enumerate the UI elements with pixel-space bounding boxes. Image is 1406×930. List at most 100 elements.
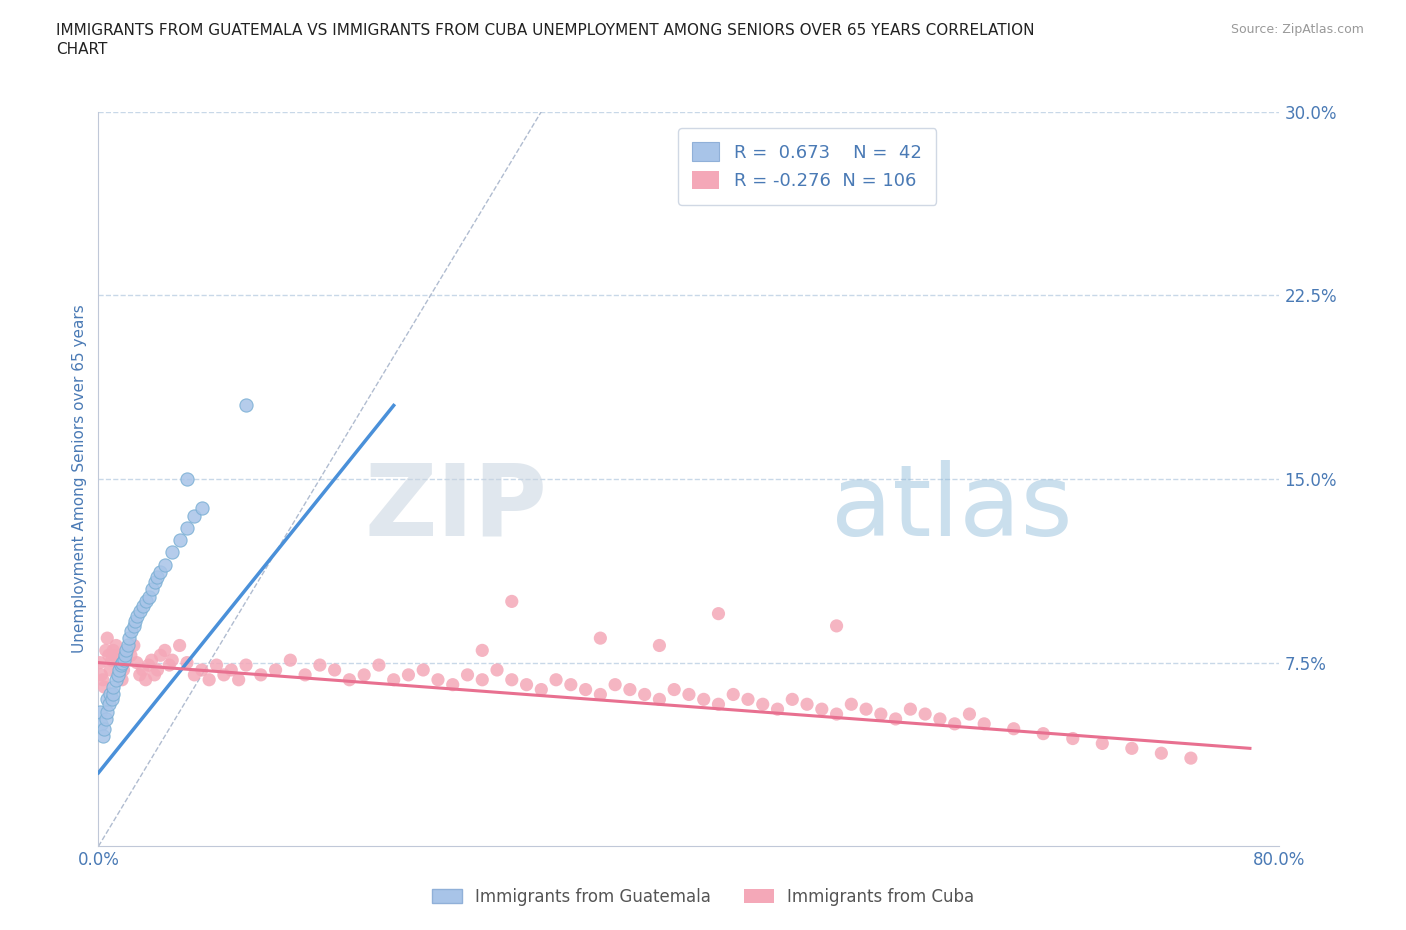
Point [146, 569, 169, 584]
Point [212, 668, 235, 683]
Point [103, 687, 125, 702]
Point [707, 697, 730, 711]
Point [176, 472, 198, 486]
Point [198, 672, 221, 687]
Point [93, 680, 115, 695]
Point [108, 668, 131, 683]
Point [143, 668, 166, 683]
Point [153, 643, 176, 658]
Point [1180, 751, 1202, 765]
Point [98, 687, 121, 702]
Point [100, 692, 122, 707]
Point [441, 677, 464, 692]
Point [486, 662, 509, 677]
Point [114, 648, 136, 663]
Point [264, 662, 287, 677]
Point [122, 638, 145, 653]
Point [648, 692, 671, 707]
Point [353, 668, 375, 683]
Point [138, 658, 160, 672]
Point [93, 722, 115, 737]
Point [162, 545, 183, 560]
Point [141, 582, 163, 597]
Point [1091, 736, 1114, 751]
Point [1002, 722, 1025, 737]
Point [339, 672, 361, 687]
Point [530, 682, 553, 697]
Point [1150, 746, 1173, 761]
Text: atlas: atlas [831, 459, 1073, 557]
Point [1032, 726, 1054, 741]
Point [114, 653, 136, 668]
Point [501, 594, 523, 609]
Text: ZIP: ZIP [364, 459, 547, 557]
Point [959, 707, 981, 722]
Point [96, 704, 118, 719]
Point [122, 618, 145, 633]
Point [162, 653, 183, 668]
Point [280, 653, 302, 668]
Point [752, 697, 775, 711]
Point [110, 658, 132, 672]
Point [471, 643, 494, 658]
Point [619, 682, 641, 697]
Point [132, 599, 155, 614]
Point [110, 658, 132, 672]
Point [737, 692, 759, 707]
Point [693, 692, 716, 707]
Point [1121, 741, 1143, 756]
Point [648, 638, 671, 653]
Text: CHART: CHART [56, 42, 108, 57]
Point [98, 662, 121, 677]
Point [900, 702, 922, 717]
Point [111, 672, 134, 687]
Point [118, 631, 141, 645]
Point [914, 707, 936, 722]
Point [943, 716, 966, 731]
Point [855, 702, 877, 717]
Point [589, 631, 612, 645]
Point [91, 729, 114, 744]
Legend: R =  0.673    N =  42, R = -0.276  N = 106: R = 0.673 N = 42, R = -0.276 N = 106 [678, 128, 936, 205]
Point [368, 658, 391, 672]
Point [111, 656, 134, 671]
Point [103, 680, 125, 695]
Point [250, 668, 273, 683]
Point [309, 658, 332, 672]
Point [323, 662, 346, 677]
Point [176, 521, 198, 536]
Point [149, 565, 172, 579]
Point [634, 687, 657, 702]
Point [90, 716, 112, 731]
Point [471, 672, 494, 687]
Point [100, 653, 122, 668]
Point [112, 653, 135, 668]
Point [605, 677, 627, 692]
Point [398, 668, 420, 683]
Point [169, 533, 191, 548]
Point [884, 711, 907, 726]
Point [191, 662, 214, 677]
Point [796, 697, 818, 711]
Point [169, 638, 191, 653]
Point [457, 668, 479, 683]
Point [560, 677, 582, 692]
Point [516, 677, 538, 692]
Point [135, 672, 157, 687]
Point [125, 608, 148, 623]
Point [117, 638, 139, 653]
Point [97, 697, 120, 711]
Point [138, 589, 160, 604]
Point [870, 707, 893, 722]
Point [117, 643, 139, 658]
Point [205, 658, 228, 672]
Point [664, 682, 686, 697]
Point [94, 643, 117, 658]
Point [575, 682, 598, 697]
Point [825, 707, 848, 722]
Point [191, 501, 214, 516]
Point [107, 653, 129, 668]
Point [183, 508, 205, 523]
Point [143, 575, 166, 590]
Point [108, 662, 131, 677]
